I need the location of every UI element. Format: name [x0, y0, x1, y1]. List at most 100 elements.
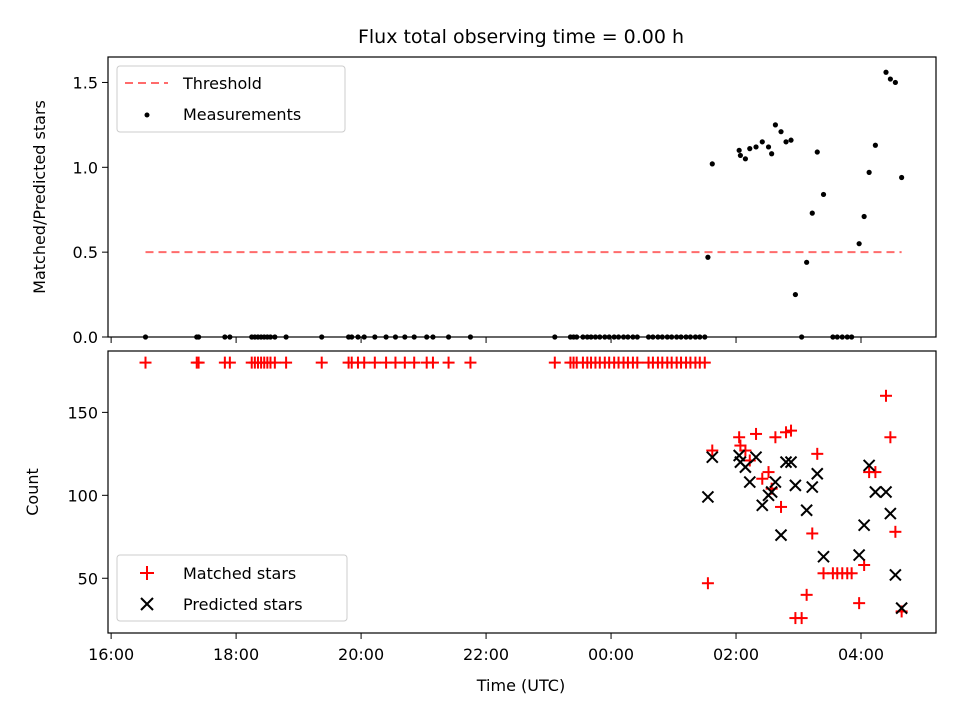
measurement-point: [814, 149, 820, 155]
ratio-plot-frame: [107, 56, 937, 338]
predicted-star-point: [852, 548, 866, 562]
predicted-star-point: [862, 459, 876, 472]
measurement-point: [737, 152, 744, 159]
matched-star-point: [464, 356, 477, 369]
predicted-star-point: [817, 550, 830, 563]
time-x-tick-label: 16:00: [88, 645, 134, 664]
predicted-star-point: [774, 528, 788, 542]
measurement-point: [809, 210, 815, 216]
counts-panel: 50 100 150 16:00 18:00 20:00 22:00 00:00 02:00 0…: [23, 350, 937, 695]
legend-measurements-swatch: [144, 112, 150, 118]
matched-star-point: [139, 356, 152, 369]
counts-legend-box: [116, 554, 348, 622]
measurement-point: [804, 259, 810, 265]
matched-star-point: [426, 356, 439, 369]
measurement-point: [792, 291, 798, 298]
predicted-star-point: [706, 450, 719, 464]
matched-star-point: [268, 356, 281, 369]
matched-star-point: [701, 577, 714, 590]
measurement-point: [769, 151, 775, 157]
matched-star-point: [698, 356, 711, 369]
ratio-y-tick-label: 0.0: [73, 328, 98, 347]
matched-star-point: [315, 356, 328, 369]
measurement-point: [705, 254, 711, 260]
measurement-point: [772, 122, 778, 128]
predicted-star-point: [806, 480, 819, 494]
measurement-point: [856, 241, 862, 247]
time-x-tick-label: 04:00: [838, 645, 884, 664]
matched-star-point: [442, 356, 455, 369]
matched-star-point: [548, 356, 561, 369]
predicted-star-point: [749, 450, 763, 464]
predicted-star-point: [743, 475, 756, 489]
legend-threshold-label: Threshold: [182, 74, 262, 93]
matched-star-point: [192, 356, 205, 369]
time-x-axis-label: Time (UTC): [476, 676, 565, 695]
ratio-legend-box: [116, 65, 346, 133]
counts-y-axis: 50 100 150: [67, 403, 108, 588]
legend-matched-label: Matched stars: [183, 564, 296, 583]
counts-y-axis-label: Count: [23, 468, 42, 516]
predicted-star-point: [789, 479, 802, 492]
measurement-point: [747, 146, 753, 152]
matched-star-point: [800, 588, 813, 601]
predicted-star-point: [884, 507, 897, 520]
matched-star-point: [223, 356, 236, 369]
matched-star-point: [806, 527, 819, 540]
ratio-y-tick-label: 1.5: [73, 73, 98, 92]
matched-star-point: [884, 431, 897, 444]
chart-title: Flux total observing time = 0.00 h: [358, 26, 684, 48]
matched-stars-series: [139, 356, 908, 625]
predicted-star-point: [895, 601, 908, 615]
predicted-star-point: [869, 485, 882, 499]
matched-star-point: [631, 356, 644, 369]
predicted-star-point: [800, 504, 813, 517]
measurement-point: [778, 129, 784, 135]
predicted-star-point: [756, 499, 769, 512]
predicted-star-point: [739, 460, 752, 474]
matched-star-point: [811, 447, 824, 460]
measurement-point: [783, 139, 789, 145]
predicted-star-point: [701, 490, 715, 504]
ratio-y-axis: 0.0 0.5 1.0 1.5: [73, 73, 108, 347]
measurement-point: [765, 144, 772, 150]
counts-legend: Matched stars Predicted stars: [116, 554, 348, 622]
matched-star-point: [762, 466, 775, 479]
measurement-point: [892, 79, 898, 86]
ratio-x-axis: [110, 337, 862, 343]
matched-star-point: [880, 389, 893, 402]
measurement-point: [866, 169, 872, 175]
matched-star-point: [845, 567, 858, 580]
predicted-star-point: [779, 455, 793, 469]
predicted-star-point: [857, 518, 871, 532]
measurement-point: [861, 213, 867, 220]
legend-predicted-label: Predicted stars: [183, 595, 303, 614]
matched-star-point: [739, 444, 752, 457]
matched-star-point: [795, 612, 808, 625]
matched-star-point: [750, 427, 763, 440]
measurement-point: [753, 144, 759, 150]
measurement-point: [788, 137, 794, 143]
ratio-legend: Threshold Measurements: [116, 65, 346, 133]
predicted-stars-series: [701, 449, 908, 615]
matched-star-point: [853, 597, 866, 610]
ratio-y-tick-label: 0.5: [73, 243, 98, 262]
predicted-star-point: [811, 467, 824, 480]
matched-star-point: [889, 525, 902, 538]
time-x-tick-label: 20:00: [338, 645, 384, 664]
predicted-star-point: [769, 475, 782, 489]
ratio-y-axis-label: Matched/Predicted stars: [30, 100, 49, 294]
matched-star-point: [733, 431, 746, 444]
matched-star-point: [785, 424, 798, 437]
counts-y-tick-label: 50: [78, 569, 98, 588]
predicted-star-point: [765, 485, 778, 499]
legend-predicted-swatch: [140, 597, 154, 611]
measurement-point: [887, 76, 893, 82]
matched-star-point: [769, 431, 782, 444]
measurement-point: [742, 156, 749, 162]
matched-star-point: [869, 466, 882, 479]
predicted-star-point: [879, 485, 893, 499]
time-x-axis: 16:00 18:00 20:00 22:00 00:00 02:00 04:00: [88, 633, 884, 664]
matched-star-point: [706, 444, 719, 457]
